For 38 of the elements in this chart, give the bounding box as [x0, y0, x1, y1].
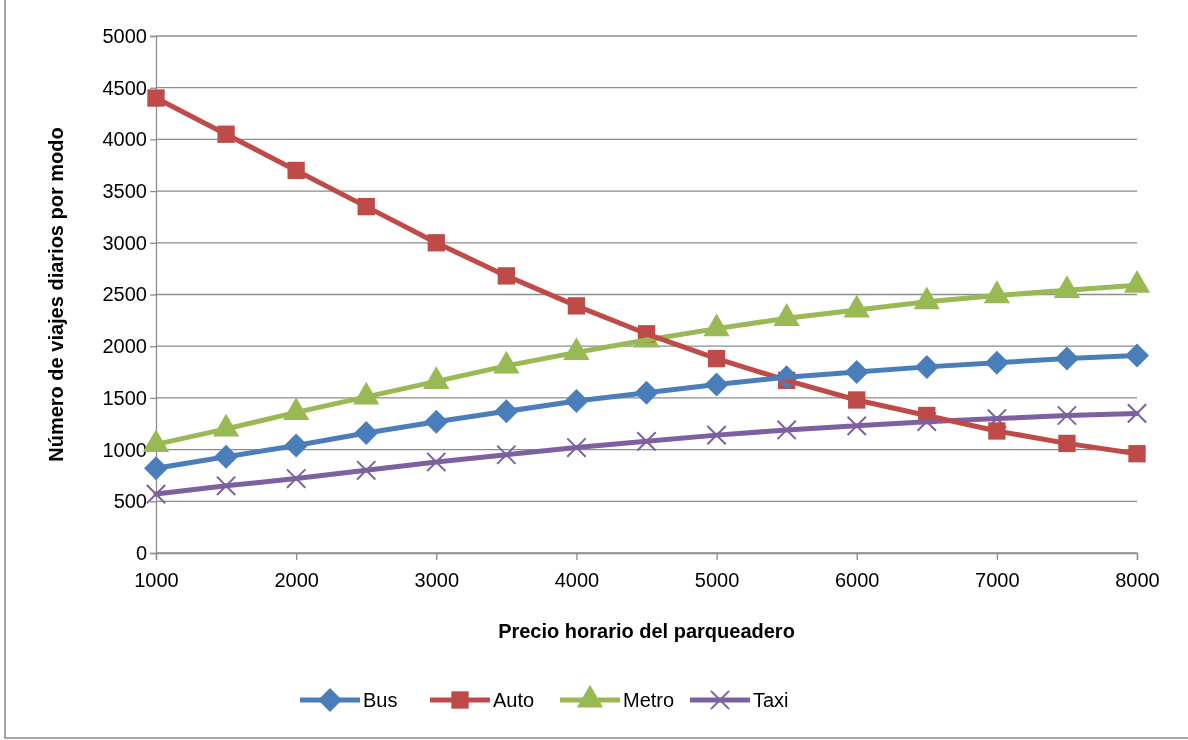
point: [286, 468, 307, 489]
y-tick-label: 2000: [102, 335, 147, 358]
x-axis-title: Precio horario del parqueadero: [498, 620, 795, 642]
y-axis-title: Número de viajes diarios por modo: [45, 127, 67, 462]
point: [846, 415, 867, 436]
y-tick-label: 0: [135, 541, 147, 564]
point: [356, 460, 377, 481]
point: [215, 475, 237, 496]
x-tick-label: 6000: [834, 569, 880, 591]
y-tick-label: 2500: [102, 283, 147, 306]
y-tick-label: 5000: [102, 24, 147, 47]
x-tick-label: 2000: [274, 569, 319, 591]
x-tick-label: 1000: [134, 569, 179, 591]
y-tick-label: 3000: [102, 231, 147, 254]
x-tick-label: 3000: [414, 569, 460, 591]
x-tick-label: 8000: [1115, 569, 1160, 591]
legend-label: Metro: [623, 689, 675, 711]
point: [145, 483, 167, 505]
y-tick-label: 3500: [102, 180, 147, 202]
legend-label: Bus: [363, 689, 398, 711]
y-tick-label: 4000: [102, 128, 147, 151]
legend-label: Auto: [493, 689, 535, 711]
y-tick-label: 1500: [102, 386, 147, 409]
point: [1126, 403, 1148, 424]
x-tick-label: 4000: [554, 569, 600, 591]
y-tick-label: 1000: [102, 438, 147, 461]
y-tick-label: 500: [113, 490, 147, 513]
point: [636, 431, 657, 452]
x-tick-label: 5000: [694, 569, 740, 591]
point: [776, 419, 797, 441]
point: [1056, 405, 1078, 426]
point: [496, 444, 517, 465]
point: [706, 424, 727, 446]
y-tick-label: 4500: [102, 76, 147, 99]
point: [426, 451, 447, 473]
x-tick-label: 7000: [975, 569, 1020, 591]
legend-label: Taxi: [753, 689, 789, 711]
point: [566, 437, 587, 458]
